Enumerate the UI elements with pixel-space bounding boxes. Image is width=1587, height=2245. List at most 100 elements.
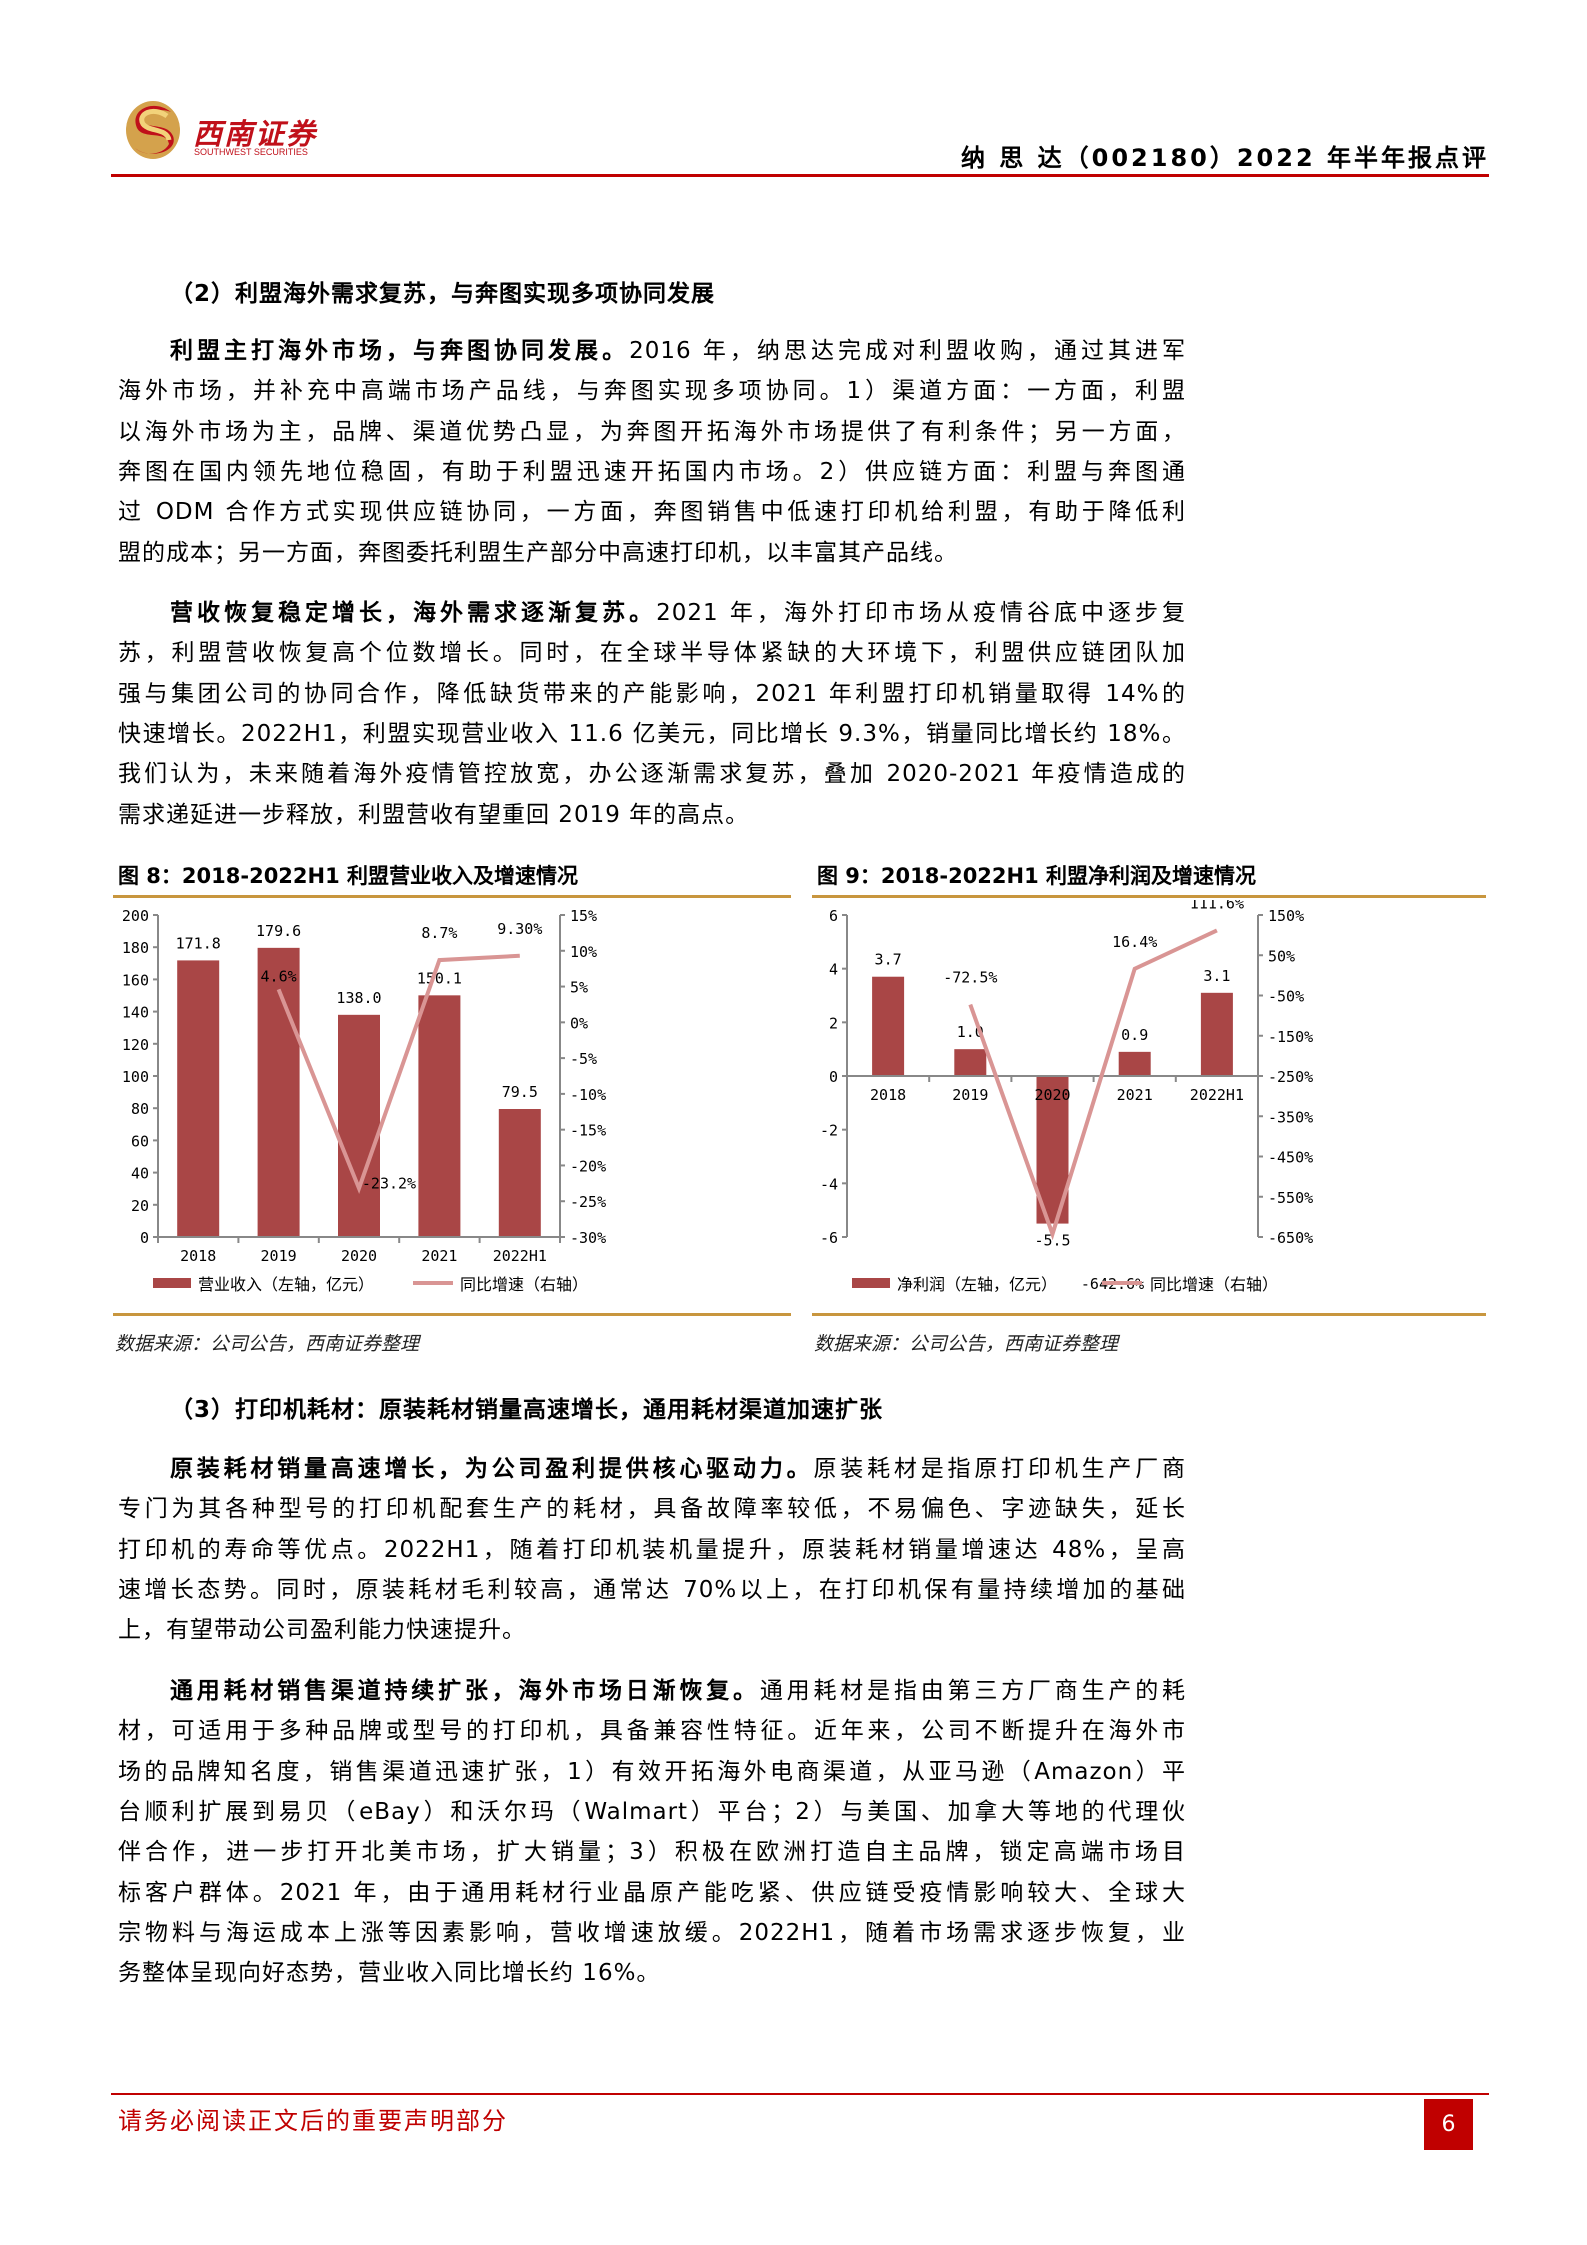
logo-text-en: SOUTHWEST SECURITIES [194,147,308,157]
bar-value-label: 150.1 [417,969,462,987]
line-text: 打印机的寿命等优点。2022H1，随着打印机装机量提升，原装耗材销量增速达 48… [118,1536,1186,1563]
left-tick-label: 160 [122,971,149,989]
right-tick-label: -10% [570,1086,606,1104]
line-text: 原装耗材是指原打印机生产厂商 [813,1456,1187,1482]
figure-8-top-rule [113,895,791,898]
line-text: 速增长态势。同时，原装耗材毛利较高，通常达 70%以上，在打印机保有量持续增加的… [118,1576,1186,1603]
legend-bar-swatch [153,1278,191,1288]
line-text: 海外市场，并补充中高端市场产品线，与奔图实现多项协同。1）渠道方面：一方面，利盟 [118,378,1186,405]
category-label: 2021 [421,1247,457,1265]
bar-value-label: 3.7 [875,951,902,969]
growth-value-label: -23.2% [362,1174,416,1192]
legend-line-label: 同比增速（右轴） [460,1275,588,1294]
paragraph-line: 打印机的寿命等优点。2022H1，随着打印机装机量提升，原装耗材销量增速达 48… [118,1534,1186,1566]
paragraph-line: 利盟主打海外市场，与奔图协同发展。2016 年，纳思达完成对利盟收购，通过其进军 [170,335,1186,367]
growth-value-label: 9.30% [497,920,542,938]
bar-value-label: -5.5 [1034,1232,1070,1250]
bar [257,947,300,1237]
paragraph-line: 原装耗材销量高速增长，为公司盈利提供核心驱动力。原装耗材是指原打印机生产厂商 [170,1453,1186,1485]
line-text: 2021 年，海外打印市场从疫情谷底中逐步复 [656,600,1186,626]
left-tick-label: 200 [122,907,149,925]
bar [418,995,461,1237]
left-tick-label: 2 [829,1014,838,1032]
right-tick-label: 0% [570,1014,588,1032]
left-tick-label: 6 [829,907,838,925]
paragraph-line: 奔图在国内领先地位稳固，有助于利盟迅速开拓国内市场。2）供应链方面：利盟与奔图通 [118,456,1186,488]
bar [954,1049,987,1076]
lead-sentence: 原装耗材销量高速增长，为公司盈利提供核心驱动力。 [170,1456,814,1482]
right-tick-label: -5% [570,1050,597,1068]
page-number: 6 [1424,2099,1473,2150]
category-label: 2022H1 [1190,1086,1244,1104]
paragraph-line: 速增长态势。同时，原装耗材毛利较高，通常达 70%以上，在打印机保有量持续增加的… [118,1574,1186,1606]
growth-value-label: 8.7% [421,924,457,942]
line-text: 伴合作，进一步打开北美市场，扩大销量；3）积极在欧洲打造自主品牌，锁定高端市场目 [118,1839,1186,1866]
paragraph-line: 过 ODM 合作方式实现供应链协同，一方面，奔图销售中低速打印机给利盟，有助于降… [118,496,1186,528]
right-tick-label: 50% [1268,947,1295,965]
left-tick-label: -4 [820,1175,838,1193]
legend-line-label: 同比增速（右轴） [1150,1275,1278,1294]
right-tick-label: 15% [570,907,597,925]
legend-bar-swatch [852,1278,890,1288]
bar-value-label: 0.9 [1121,1026,1148,1044]
figure-9-source: 数据来源：公司公告，西南证券整理 [814,1333,1119,1355]
figure-9-top-rule [812,895,1486,898]
left-tick-label: 100 [122,1068,149,1086]
left-tick-label: 60 [131,1132,149,1150]
left-tick-label: 140 [122,1004,149,1022]
figure-9-bottom-rule [812,1313,1486,1316]
left-tick-label: 80 [131,1100,149,1118]
bar-value-label: 79.5 [502,1083,538,1101]
paragraph-line: 宗物料与海运成本上涨等因素影响，营收增速放缓。2022H1，随着市场需求逐步恢复… [118,1917,1186,1949]
figure-8-chart: 0 20 40 60 80 100 120 140 160 180 200 -30% -25% -20% -… [122,907,606,1294]
paragraph-line: 盟的成本；另一方面，奔图委托利盟生产部分中高速打印机，以丰富其产品线。 [118,537,1186,569]
paragraph-line: 快速增长。2022H1，利盟实现营业收入 11.6 亿美元，同比增长 9.3%，… [118,718,1186,750]
paragraph-line: 上，有望带动公司盈利能力快速提升。 [118,1614,1186,1646]
left-tick-label: 0 [140,1229,149,1247]
bar [872,976,905,1076]
right-tick-label: 5% [570,979,588,997]
paragraph-line: 务整体呈现向好态势，营业收入同比增长约 16%。 [118,1957,1186,1989]
left-tick-label: -6 [820,1229,838,1247]
right-tick-label: -15% [570,1122,606,1140]
right-tick-label: -20% [570,1157,606,1175]
section-heading-2: （2）利盟海外需求复苏，与奔图实现多项协同发展 [170,281,716,307]
paragraph-line: 我们认为，未来随着海外疫情管控放宽，办公逐渐需求复苏，叠加 2020-2021 … [118,758,1186,790]
bar [1118,1051,1151,1076]
category-label: 2019 [952,1086,988,1104]
category-label: 2019 [261,1247,297,1265]
right-tick-label: 10% [570,943,597,961]
right-tick-label: 150% [1268,907,1304,925]
paragraph-line: 海外市场，并补充中高端市场产品线，与奔图实现多项协同。1）渠道方面：一方面，利盟 [118,375,1186,407]
line-text: 强与集团公司的协同合作，降低缺货带来的产能影响，2021 年利盟打印机销量取得 … [118,680,1186,707]
legend-bar-label: 净利润（左轴，亿元） [897,1275,1057,1294]
right-tick-label: -150% [1268,1028,1313,1046]
line-text: 以海外市场为主，品牌、渠道优势凸显，为奔图开拓海外市场提供了有利条件；另一方面， [118,418,1186,445]
category-label: 2020 [1034,1086,1070,1104]
paragraph-line: 台顺利扩展到易贝（eBay）和沃尔玛（Walmart）平台；2）与美国、加拿大等… [118,1796,1186,1828]
right-tick-label: -250% [1268,1068,1313,1086]
section-heading-3: （3）打印机耗材：原装耗材销量高速增长，通用耗材渠道加速扩张 [170,1397,884,1423]
growth-value-label: 4.6% [261,967,297,985]
line-text: 上，有望带动公司盈利能力快速提升。 [118,1617,526,1644]
category-label: 2022H1 [493,1247,547,1265]
category-label: 2021 [1117,1086,1153,1104]
line-text: 苏，利盟营收恢复高个位数增长。同时，在全球半导体紧缺的大环境下，利盟供应链团队加 [118,640,1186,667]
left-tick-label: 180 [122,939,149,957]
bar-value-label: 171.8 [176,934,221,952]
line-text: 专门为其各种型号的打印机配套生产的耗材，具备故障率较低，不易偏色、字迹缺失，延长 [118,1496,1186,1523]
bar-value-label: 3.1 [1203,967,1230,985]
bar-value-label: 179.6 [256,922,301,940]
logo-text-cn: 西南证券 [193,117,318,151]
left-tick-label: 20 [131,1197,149,1215]
right-tick-label: -25% [570,1193,606,1211]
paragraph-line: 材，可适用于多种品牌或型号的打印机，具备兼容性特征。近年来，公司不断提升在海外市 [118,1715,1186,1747]
line-text: 快速增长。2022H1，利盟实现营业收入 11.6 亿美元，同比增长 9.3%，… [118,720,1186,747]
growth-value-label: 111.6% [1190,900,1244,912]
right-tick-label: -350% [1268,1108,1313,1126]
left-tick-label: 0 [829,1068,838,1086]
line-text: 标客户群体。2021 年，由于通用耗材行业晶原产能吃紧、供应链受疫情影响较大、全… [118,1879,1186,1906]
figure-9-title: 图 9：2018-2022H1 利盟净利润及增速情况 [817,864,1257,888]
bar [1200,992,1233,1076]
growth-value-label: 16.4% [1112,933,1157,951]
